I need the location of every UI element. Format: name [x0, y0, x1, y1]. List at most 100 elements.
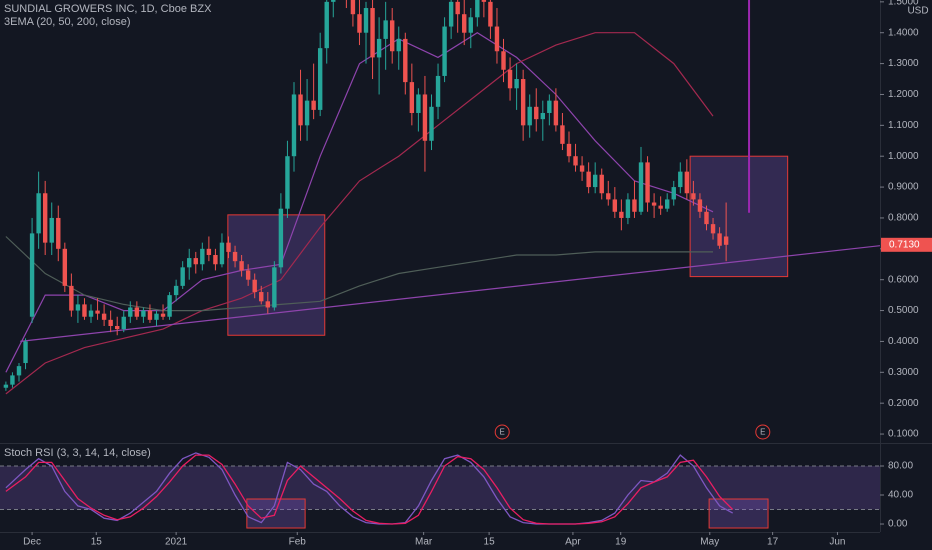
candle-body — [638, 162, 644, 212]
event-label: E — [500, 428, 505, 437]
candle-body — [101, 313, 107, 320]
candle-body — [396, 38, 401, 52]
candle-body — [357, 14, 362, 33]
candle-body — [180, 267, 185, 286]
x-tick-label: 2021 — [165, 537, 188, 548]
candle-body — [298, 94, 303, 126]
y-tick-label: 0.00 — [888, 519, 908, 530]
candle-body — [520, 79, 526, 126]
y-tick-label: 1.4000 — [888, 27, 919, 38]
y-tick-label: 0.5000 — [888, 305, 919, 316]
candle-body — [259, 292, 264, 302]
candle-body — [383, 20, 388, 39]
candle-body — [632, 199, 637, 212]
y-tick-label: 1.5000 — [888, 0, 919, 7]
candle-body — [671, 187, 676, 200]
candle-body — [75, 304, 81, 311]
highlight-box — [689, 155, 789, 278]
x-tick-label: Mar — [415, 537, 433, 548]
candle-body — [376, 38, 382, 58]
candle-body — [167, 295, 172, 317]
candle-body — [134, 307, 140, 317]
candle-body — [403, 38, 408, 83]
candle-body — [173, 285, 179, 296]
candle-body — [82, 304, 87, 317]
candle-body — [147, 310, 153, 320]
y-tick-label: 1.3000 — [888, 58, 919, 69]
candle-body — [462, 14, 467, 33]
candle-body — [448, 1, 454, 27]
candle-body — [36, 193, 41, 234]
candle-body — [88, 310, 94, 317]
candle-body — [534, 106, 539, 120]
last-price-label: 0.7130 — [889, 239, 920, 250]
candle-body — [488, 1, 493, 27]
candle-body — [193, 258, 198, 265]
rsi-label: Stoch RSI (3, 3, 14, 14, close) — [4, 447, 151, 459]
candle-body — [239, 261, 244, 271]
candle-body — [665, 199, 670, 209]
candle-body — [691, 193, 696, 200]
candle-body — [278, 208, 284, 268]
rsi-band — [0, 465, 880, 510]
candle-body — [331, 0, 336, 2]
x-tick-label: May — [700, 537, 719, 548]
y-tick-label: 0.8000 — [888, 213, 919, 224]
candle-body — [586, 171, 591, 188]
y-tick-label: 40.00 — [888, 490, 913, 501]
candle-body — [468, 17, 473, 33]
candle-body — [475, 0, 480, 18]
chart-title: SUNDIAL GROWERS INC, 1D, Cboe BZX — [4, 3, 212, 15]
ema-line — [5, 32, 714, 395]
x-tick-label: Jun — [829, 537, 845, 548]
y-tick-label: 80.00 — [888, 461, 913, 472]
candle-body — [422, 94, 428, 141]
candle-body — [435, 75, 441, 107]
candle-body — [514, 79, 519, 89]
candle-body — [350, 0, 356, 15]
candle-body — [547, 100, 552, 113]
candle-body — [390, 20, 395, 52]
candle-body — [10, 375, 15, 385]
ema-line — [5, 236, 713, 312]
candle-body — [128, 307, 133, 317]
candle-body — [56, 217, 61, 249]
candle-body — [213, 254, 218, 265]
candle-body — [599, 174, 604, 194]
candle-body — [311, 100, 316, 110]
y-tick-label: 0.3000 — [888, 367, 919, 378]
candle-body — [579, 165, 585, 172]
y-tick-label: 0.1000 — [888, 429, 919, 440]
candle-body — [501, 51, 506, 70]
candle-body — [507, 69, 513, 89]
candle-body — [723, 236, 729, 245]
y-tick-label: 0.6000 — [888, 274, 919, 285]
candle-body — [160, 313, 166, 317]
x-tick-label: Apr — [565, 537, 581, 548]
candle-body — [651, 202, 657, 206]
candle-body — [317, 48, 323, 110]
candle-body — [416, 94, 421, 113]
candle-body — [409, 82, 415, 113]
candle-body — [612, 199, 618, 212]
candle-body — [42, 193, 48, 243]
candle-body — [3, 384, 9, 388]
candle-body — [187, 258, 192, 268]
candle-body — [285, 156, 290, 209]
candle-body — [625, 199, 631, 218]
event-marker — [494, 424, 510, 440]
candle-body — [540, 112, 545, 120]
candle-body — [206, 248, 212, 255]
candle-body — [95, 310, 100, 314]
candle-body — [619, 211, 624, 218]
y-tick-label: 0.2000 — [888, 398, 919, 409]
candle-body — [566, 143, 572, 157]
rsi-pane — [0, 452, 880, 529]
candle-body — [226, 242, 231, 252]
x-tick-label: 15 — [484, 537, 496, 548]
candle-body — [324, 1, 329, 49]
candle-body — [704, 211, 709, 225]
candle-body — [573, 156, 578, 166]
x-tick-label: 17 — [767, 537, 779, 548]
x-tick-label: Dec — [23, 537, 41, 548]
